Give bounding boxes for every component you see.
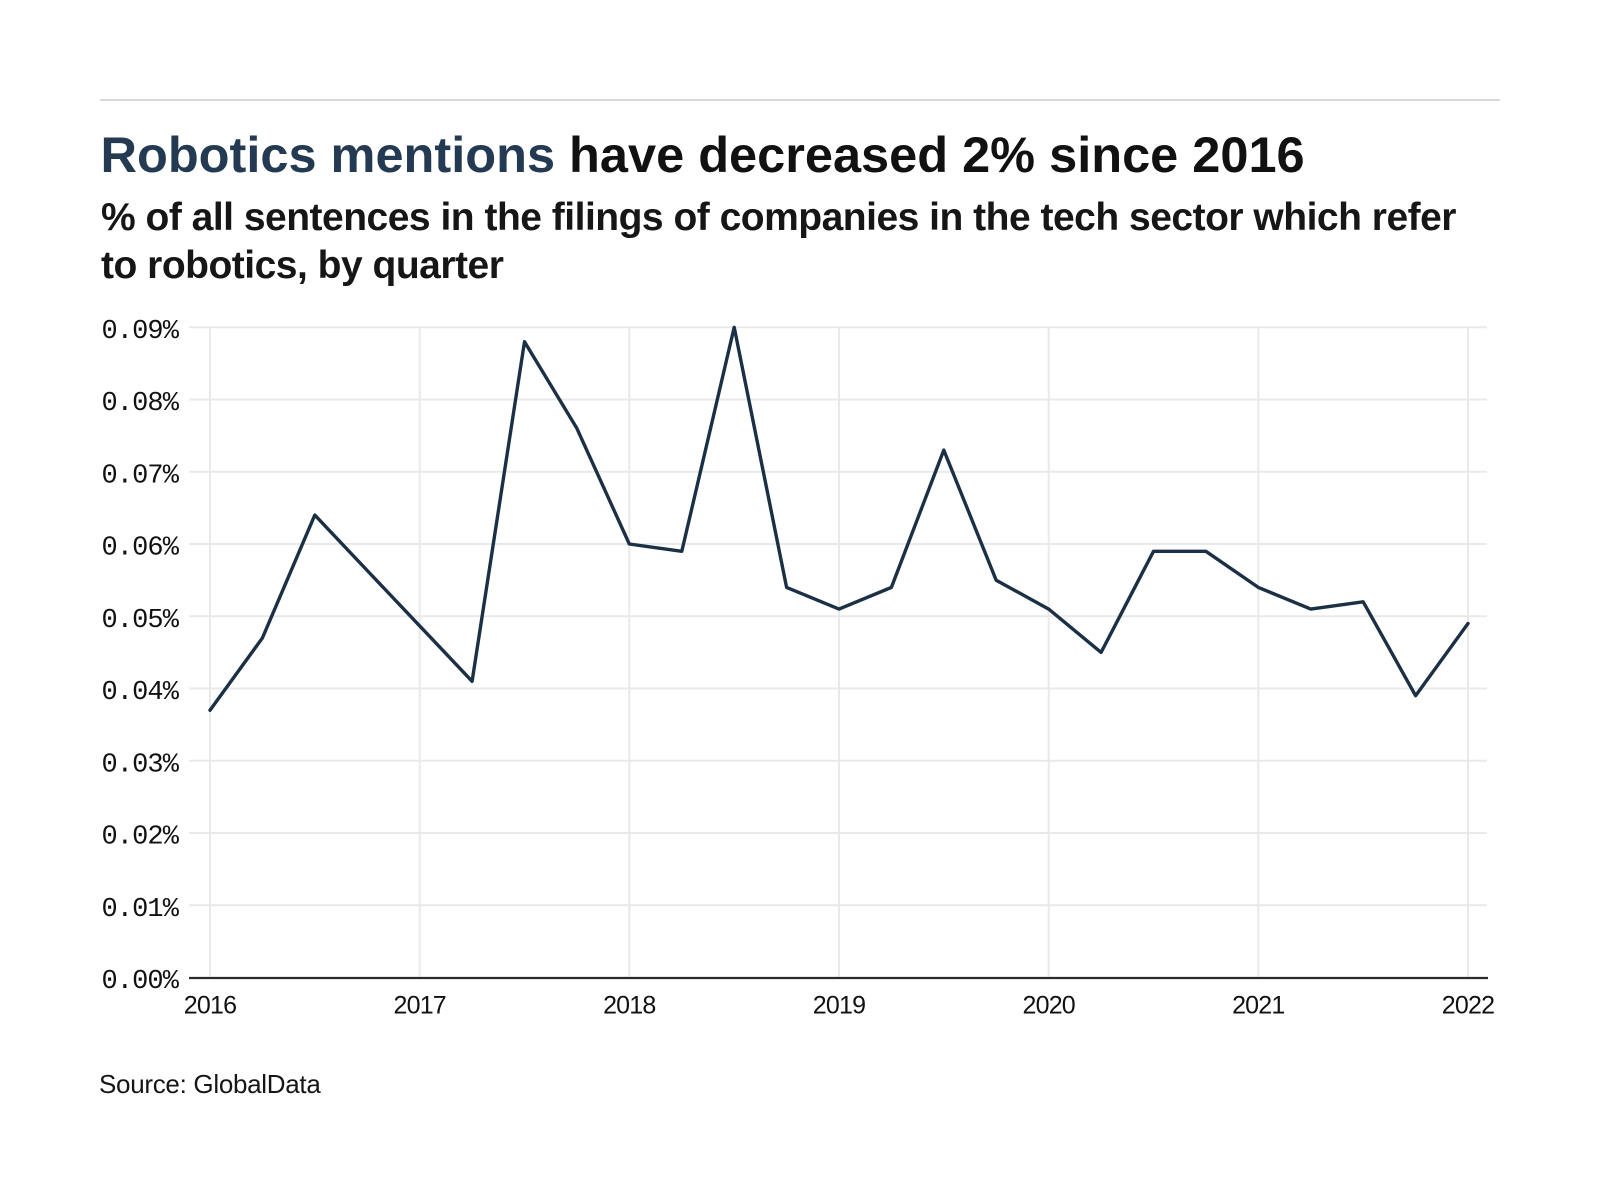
svg-text:0.01%: 0.01% xyxy=(101,895,179,925)
svg-text:0.05%: 0.05% xyxy=(101,606,179,636)
svg-text:2018: 2018 xyxy=(603,992,655,1020)
svg-text:2016: 2016 xyxy=(184,992,236,1020)
svg-text:0.09%: 0.09% xyxy=(101,317,179,347)
svg-text:0.02%: 0.02% xyxy=(101,823,179,853)
svg-text:2017: 2017 xyxy=(393,992,445,1020)
svg-text:0.03%: 0.03% xyxy=(101,751,179,781)
svg-text:2020: 2020 xyxy=(1022,992,1074,1020)
svg-text:2022: 2022 xyxy=(1442,992,1494,1020)
svg-text:0.00%: 0.00% xyxy=(101,967,179,997)
svg-text:2021: 2021 xyxy=(1232,992,1284,1020)
svg-text:0.06%: 0.06% xyxy=(101,534,179,564)
svg-text:2019: 2019 xyxy=(813,992,865,1020)
svg-text:0.07%: 0.07% xyxy=(101,462,179,492)
svg-text:0.08%: 0.08% xyxy=(101,389,179,419)
svg-text:0.04%: 0.04% xyxy=(101,678,179,708)
